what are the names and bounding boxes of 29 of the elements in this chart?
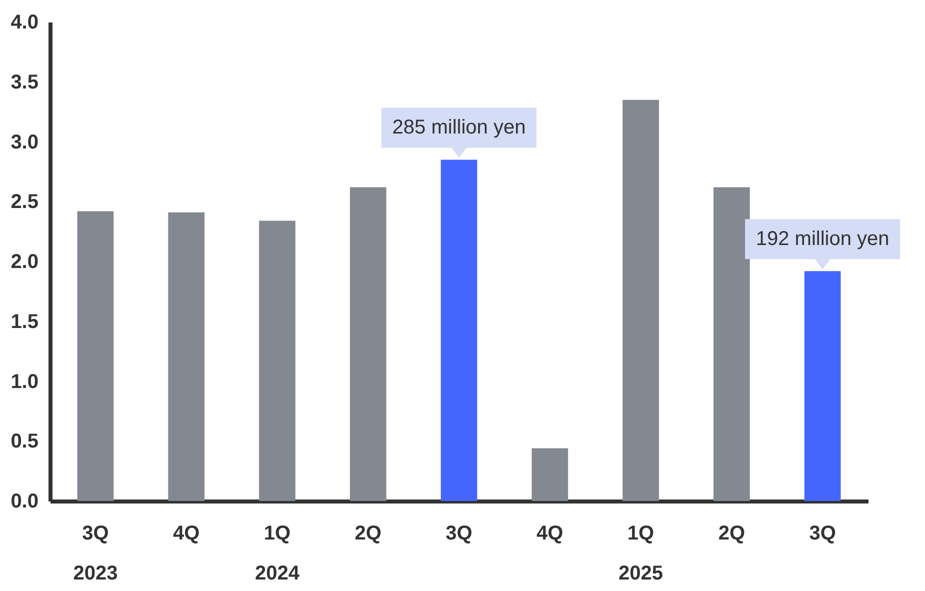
- x-tick-label: 1Q 2024: [254, 522, 300, 584]
- x-tick-label: 2Q: [354, 522, 382, 544]
- x-tick-label: 4Q: [172, 522, 200, 544]
- bar: [168, 212, 205, 501]
- bar: [622, 100, 659, 501]
- y-tick-label: 3.0: [10, 131, 38, 154]
- annotation: 192 million yen: [756, 228, 890, 250]
- bar: [259, 220, 296, 501]
- bar: [804, 271, 841, 501]
- x-tick-label: 3Q: [809, 522, 836, 544]
- bar: [532, 448, 568, 501]
- y-tick-label: 4.0: [10, 12, 38, 34]
- y-tick-label: 2.0: [10, 251, 38, 273]
- y-tick-label: 2.5: [10, 191, 38, 214]
- y-tick-label: 0.0: [10, 490, 38, 512]
- bar: [713, 187, 750, 501]
- y-tick-label: 1.0: [10, 370, 38, 393]
- bar: [77, 211, 114, 501]
- bar: [440, 160, 478, 501]
- x-tick-label: 3Q 2023: [73, 522, 118, 584]
- x-tick-label: 4Q: [536, 522, 564, 544]
- x-tick-label: 2Q: [718, 522, 746, 544]
- x-tick-label: 1Q 2025: [618, 522, 664, 584]
- y-tick-label: 0.5: [10, 430, 38, 453]
- y-tick-label: 1.5: [10, 310, 38, 333]
- x-tick-label: 3Q: [446, 522, 472, 544]
- y-tick-label: 3.5: [10, 71, 38, 94]
- annotation: 285 million yen: [392, 116, 526, 139]
- bar: [350, 187, 386, 501]
